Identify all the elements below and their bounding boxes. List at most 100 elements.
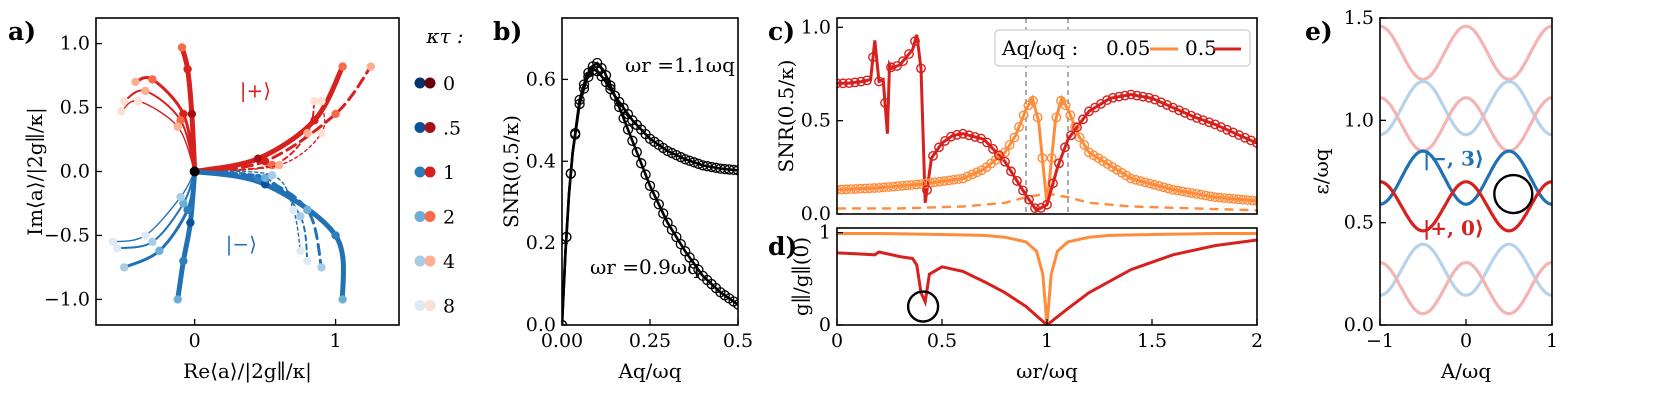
trajectory-point [108, 237, 118, 247]
series-marker [1154, 181, 1164, 191]
panel-b-ytick-label: 0.0 [526, 314, 556, 336]
panel-b-xtick-label: 0.00 [541, 330, 583, 352]
trajectory-point [173, 295, 182, 304]
series-marker [622, 124, 634, 135]
trajectory-point [141, 231, 150, 240]
series-marker [1186, 188, 1197, 198]
panel-e-ylabel: ε/ωq [1309, 148, 1333, 194]
series-marker [837, 78, 842, 89]
legend-a-title: κτ : [425, 24, 463, 48]
series-marker [916, 179, 926, 190]
trajectory-red [194, 100, 326, 173]
series-marker [1078, 114, 1088, 125]
trajectory-point [179, 256, 188, 266]
series-marker [1066, 130, 1076, 141]
series-marker [1120, 90, 1130, 101]
trajectory-point [296, 246, 305, 256]
series-marker [1191, 188, 1202, 199]
panel-d-ytick-label: 1 [819, 222, 831, 244]
panel-d-xlabel: ωr/ωq [1016, 359, 1078, 383]
series-marker [988, 144, 998, 154]
energy-band [1380, 79, 1552, 137]
legend-a-dot-red [424, 211, 436, 222]
trajectory-point [177, 43, 187, 52]
annotation-b-2: ωr =0.9ωq [590, 255, 700, 279]
trajectory-point [366, 62, 376, 71]
energy-band [1380, 180, 1552, 233]
series-marker [1018, 110, 1029, 121]
trajectory-blue [194, 170, 301, 252]
series-marker [1182, 187, 1192, 198]
series-marker [644, 180, 656, 191]
panel-b-xtick-label: 0.5 [723, 330, 753, 352]
series-marker [1030, 203, 1040, 214]
legend-a-dot-red [424, 122, 436, 133]
trajectory-blue [192, 169, 346, 302]
legend-a-dot-red [424, 255, 436, 267]
trajectory-point [179, 199, 188, 208]
panel-d-xtick-label: 1.5 [1137, 330, 1167, 352]
state-label-minus-3: |−, 3⟩ [1423, 146, 1484, 170]
series-marker [1216, 122, 1226, 132]
series-marker [574, 94, 585, 106]
series-marker [1028, 95, 1038, 106]
panel-e-ytick-label: 1.0 [1344, 109, 1374, 131]
series-marker [1204, 117, 1214, 128]
series-marker [1000, 156, 1010, 167]
trajectory-point [303, 256, 312, 266]
series-marker [1174, 105, 1184, 116]
series-marker [1200, 190, 1211, 201]
series-marker [1156, 97, 1166, 108]
panel-c-ylabel: SNR(0.5/κ) [774, 60, 798, 173]
series-marker [1224, 193, 1234, 204]
panel-e-xtick-label: −1 [1366, 330, 1394, 352]
series-marker [658, 208, 669, 219]
panel-d-plot-area [837, 232, 1257, 325]
trajectory-point [260, 157, 270, 166]
series-marker [1214, 192, 1225, 203]
series-marker [934, 176, 945, 187]
trajectory-point [155, 246, 164, 256]
panel-a-ytick-label: 1.0 [60, 33, 90, 55]
series-marker [934, 142, 944, 153]
trajectory-point [303, 205, 312, 215]
energy-band [1380, 96, 1552, 153]
panel-d-coupling-ratio: 0 0.5 1 1.5 2 0 1 ωr/ωq g∥/g∥(0) [789, 222, 1263, 383]
trajectory-red [179, 44, 198, 174]
legend-a-label: 1 [443, 162, 455, 184]
series-marker [1046, 153, 1057, 163]
trajectory-point [317, 128, 326, 138]
state-label-plus: |+⟩ [240, 78, 271, 103]
series-marker [1048, 178, 1058, 189]
series-marker [1150, 94, 1160, 105]
series-marker [911, 179, 922, 190]
series-marker [653, 199, 664, 210]
series-marker [1168, 184, 1178, 195]
series-marker [1186, 110, 1196, 121]
series-marker [1252, 196, 1257, 206]
state-label-plus-0: |+, 0⟩ [1423, 216, 1484, 240]
series-0.05 [837, 232, 1257, 325]
series-marker [944, 175, 954, 186]
trajectory-point [296, 212, 305, 221]
series-marker [874, 76, 884, 87]
panel-label-c: c) [768, 17, 795, 46]
series-marker [964, 130, 974, 141]
series-marker [1149, 179, 1160, 190]
series-marker [1074, 132, 1085, 143]
panel-label-e: e) [1305, 17, 1333, 46]
series-marker [1192, 113, 1202, 123]
panel-d-ytick-label: 0 [819, 314, 831, 336]
trajectory-blue [122, 170, 197, 269]
series-marker [1004, 140, 1015, 150]
panel-a-ytick-label: 0.0 [60, 161, 90, 183]
series-marker [631, 146, 642, 158]
series-marker [732, 299, 738, 310]
trajectory-point [148, 237, 157, 247]
trajectory-point [119, 96, 129, 106]
trajectory-point [338, 62, 347, 71]
series-marker [846, 184, 856, 195]
panel-e-plot-area [1380, 24, 1552, 316]
panel-b-plot-area [562, 57, 738, 325]
